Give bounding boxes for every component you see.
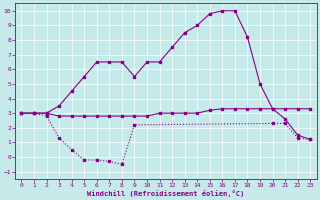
X-axis label: Windchill (Refroidissement éolien,°C): Windchill (Refroidissement éolien,°C) [87, 190, 244, 197]
